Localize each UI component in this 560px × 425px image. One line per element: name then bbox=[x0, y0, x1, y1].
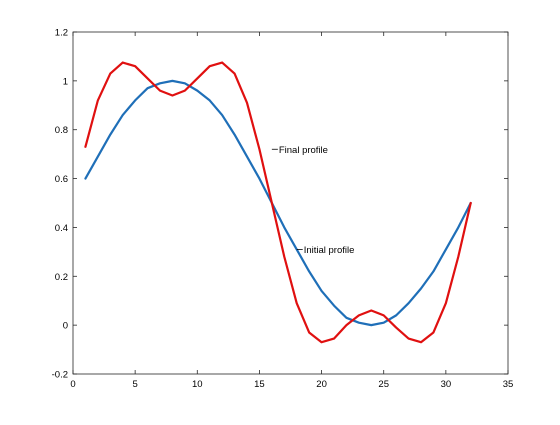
x-tick-label: 30 bbox=[441, 379, 452, 390]
axes-box bbox=[72, 31, 509, 375]
x-tick-label: 25 bbox=[378, 379, 389, 390]
series-line-2 bbox=[84, 61, 472, 344]
x-tick-label: 5 bbox=[132, 379, 137, 390]
tick-layer: 0 5 10 15 20 25 30 35-0.200.20.40.60.811.2 bbox=[52, 28, 514, 391]
y-tick-label: 0.6 bbox=[55, 174, 68, 185]
y-tick-label: 0.4 bbox=[55, 223, 68, 234]
series-layer bbox=[84, 61, 472, 344]
series-line-1 bbox=[84, 79, 472, 327]
axes-frame bbox=[72, 31, 509, 375]
y-tick-label: 1 bbox=[63, 76, 68, 87]
x-tick-label: 0 bbox=[70, 379, 75, 390]
y-tick-label: 1.2 bbox=[55, 28, 68, 39]
y-tick-label: 0 bbox=[63, 321, 68, 332]
x-tick-label: 10 bbox=[192, 379, 203, 390]
y-tick-label: 0.8 bbox=[55, 125, 68, 136]
y-tick-label: -0.2 bbox=[52, 370, 68, 381]
x-tick-label: 20 bbox=[316, 379, 327, 390]
x-tick-label: 35 bbox=[503, 379, 514, 390]
y-tick-label: 0.2 bbox=[55, 272, 68, 283]
annotation-label: Final profile bbox=[279, 145, 328, 156]
annotation-label: Initial profile bbox=[304, 245, 355, 256]
x-tick-label: 15 bbox=[254, 379, 265, 390]
annotation-layer: Final profile Initial profile bbox=[271, 145, 355, 256]
